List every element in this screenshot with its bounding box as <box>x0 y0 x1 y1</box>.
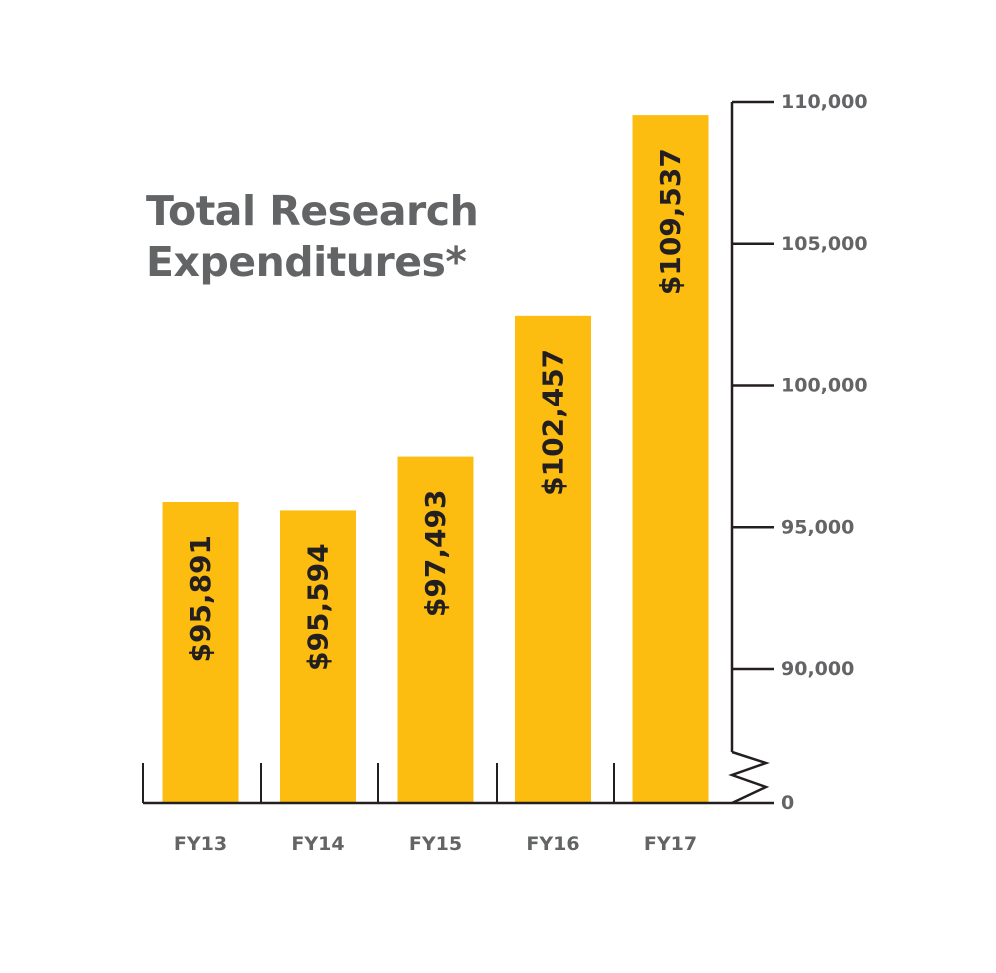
data-label-fy16: $102,457 <box>537 349 570 496</box>
data-label-fy14: $95,594 <box>302 543 335 671</box>
x-tick-label-fy14: FY14 <box>291 833 344 855</box>
data-label-fy15: $97,493 <box>419 490 452 618</box>
chart-title-line-1: Total Research <box>146 187 479 235</box>
x-tick-label-fy15: FY15 <box>409 833 462 855</box>
y-tick-label: 110,000 <box>781 91 868 113</box>
y-tick-label: 95,000 <box>781 516 854 538</box>
chart-title-line-2: Expenditures* <box>146 238 467 286</box>
data-label-fy13: $95,891 <box>184 535 217 663</box>
y-tick-label: 0 <box>781 792 794 814</box>
bar-fy15 <box>397 456 474 803</box>
chart-title: Total Research Expenditures* <box>146 186 479 288</box>
x-separator-ticks <box>142 763 615 803</box>
y-axis-break <box>728 750 770 805</box>
bar-fy16 <box>515 315 591 803</box>
x-tick-labels-group: FY13 FY14 FY15 FY16 FY17 <box>174 833 697 855</box>
data-label-fy17: $109,537 <box>654 148 687 295</box>
y-tick-label: 105,000 <box>781 233 868 255</box>
bar-fy14 <box>280 510 356 803</box>
x-tick-label-fy17: FY17 <box>644 833 697 855</box>
data-labels-group: $95,891 $95,594 $97,493 $102,457 $109,537 <box>184 148 687 671</box>
y-tick-label: 100,000 <box>781 375 868 397</box>
x-tick-label-fy13: FY13 <box>174 833 227 855</box>
y-tick-label: 90,000 <box>781 658 854 680</box>
bar-fy17 <box>632 115 709 804</box>
bars-group <box>162 115 709 804</box>
x-tick-label-fy16: FY16 <box>526 833 579 855</box>
bar-fy13 <box>162 502 239 803</box>
y-ticks-group: 110,000 105,000 100,000 95,000 90,000 0 <box>732 91 868 814</box>
